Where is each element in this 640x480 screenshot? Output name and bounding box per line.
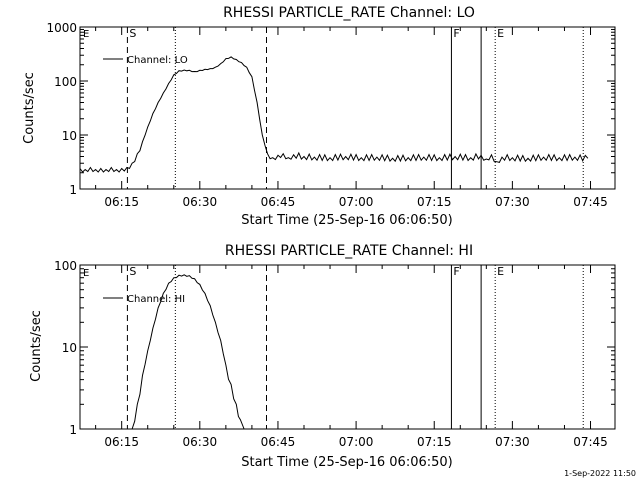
x-tick-label: 07:00 <box>339 195 374 209</box>
y-tick-label: 100 <box>54 259 77 273</box>
y-tick-label: 10 <box>62 129 77 143</box>
y-tick-label: 100 <box>54 75 77 89</box>
chart-title-hi: RHESSI PARTICLE_RATE Channel: HI <box>225 243 473 259</box>
x-tick-label: 06:45 <box>261 435 296 449</box>
y-tick-label: 1 <box>69 423 77 437</box>
event-marker-label: S <box>129 27 136 40</box>
plot-frame-hi <box>79 264 616 430</box>
x-tick-label: 07:30 <box>495 195 530 209</box>
chart-panel-lo: RHESSI PARTICLE_RATE Channel: LO Counts/… <box>22 5 616 228</box>
event-marker-label: E <box>497 265 504 278</box>
x-tick-label: 06:45 <box>261 195 296 209</box>
axis-ticks-hi: 06:15 06:30 06:45 07:00 07:15 07:30 07:45 1 10 10… <box>54 259 615 449</box>
series-line-lo <box>79 56 589 173</box>
y-tick-label: 1000 <box>46 21 77 35</box>
chart-panel-hi: RHESSI PARTICLE_RATE Channel: HI Counts/… <box>29 243 616 470</box>
x-tick-label: 07:45 <box>573 435 608 449</box>
x-axis-label-lo: Start Time (25-Sep-16 06:06:50) <box>241 213 452 228</box>
x-tick-label: 06:15 <box>104 195 139 209</box>
y-axis-label-lo: Counts/sec <box>22 72 37 144</box>
y-axis-label-hi: Counts/sec <box>29 310 44 382</box>
x-tick-label: 07:00 <box>339 435 374 449</box>
x-tick-label: 07:30 <box>495 435 530 449</box>
x-tick-label: 06:30 <box>183 195 218 209</box>
legend-hi: Channel: HI <box>103 294 185 305</box>
series-line-hi <box>131 274 245 430</box>
x-tick-label: 06:15 <box>104 435 139 449</box>
corner-letter-lo: E <box>83 29 89 40</box>
footer-timestamp: 1-Sep-2022 11:50 <box>564 469 636 478</box>
event-marker-label: F <box>453 27 459 40</box>
corner-letter-hi: E <box>83 268 89 279</box>
x-tick-label: 06:30 <box>183 435 218 449</box>
event-marker-label: F <box>453 265 459 278</box>
legend-lo: Channel: LO <box>103 55 188 66</box>
legend-label-lo: Channel: LO <box>127 55 188 66</box>
event-marker-label: E <box>497 27 504 40</box>
x-tick-label: 07:45 <box>573 195 608 209</box>
x-tick-label: 07:15 <box>417 195 452 209</box>
y-tick-label: 1 <box>69 183 77 197</box>
legend-label-hi: Channel: HI <box>127 294 185 305</box>
plot-frame-lo <box>79 26 616 190</box>
y-tick-label: 10 <box>62 341 77 355</box>
axis-ticks-lo: 06:15 06:30 06:45 07:00 07:15 07:30 07:45 1 10 10… <box>46 21 615 209</box>
x-axis-label-hi: Start Time (25-Sep-16 06:06:50) <box>241 455 452 470</box>
chart-title-lo: RHESSI PARTICLE_RATE Channel: LO <box>223 5 475 21</box>
x-tick-label: 07:15 <box>417 435 452 449</box>
event-marker-label: S <box>129 265 136 278</box>
